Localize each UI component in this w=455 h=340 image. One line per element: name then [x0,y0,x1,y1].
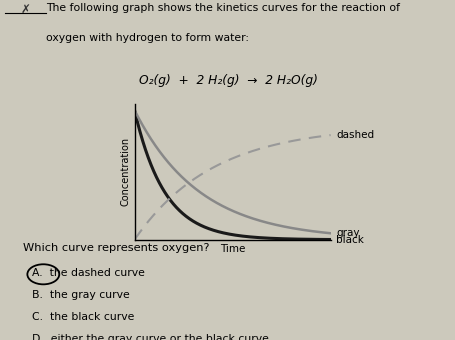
Text: black: black [335,235,363,244]
Text: O₂(g)  +  2 H₂(g)  →  2 H₂O(g): O₂(g) + 2 H₂(g) → 2 H₂O(g) [138,74,317,87]
Text: dashed: dashed [335,130,374,140]
Text: D.  either the gray curve or the black curve: D. either the gray curve or the black cu… [32,334,268,340]
Text: The following graph shows the kinetics curves for the reaction of: The following graph shows the kinetics c… [46,3,399,13]
Text: Which curve represents oxygen?: Which curve represents oxygen? [23,243,209,253]
Text: gray: gray [335,228,359,238]
Text: B.  the gray curve: B. the gray curve [32,290,129,300]
Text: A.  the dashed curve: A. the dashed curve [32,268,145,278]
Text: oxygen with hydrogen to form water:: oxygen with hydrogen to form water: [46,33,248,42]
Y-axis label: Concentration: Concentration [120,137,130,206]
Text: C.  the black curve: C. the black curve [32,312,134,322]
X-axis label: Time: Time [219,244,245,254]
Text: ✗: ✗ [20,3,30,16]
